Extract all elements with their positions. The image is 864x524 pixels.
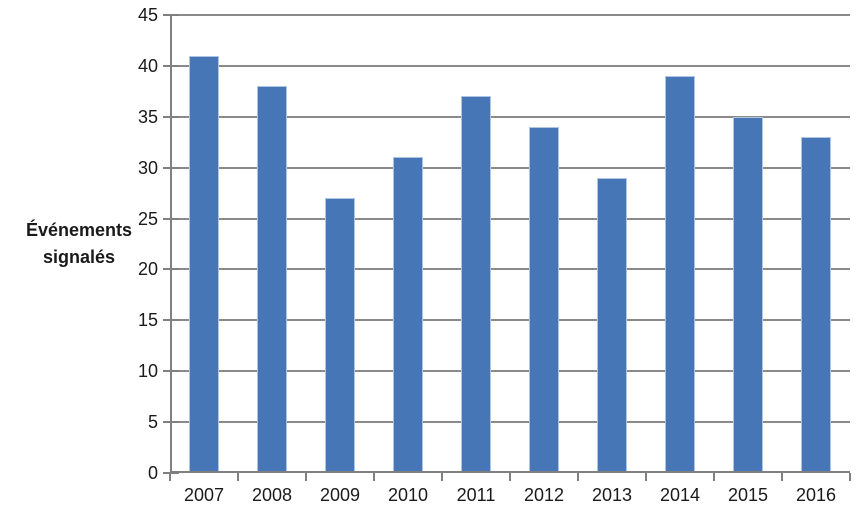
y-tick-label-25: 25 <box>137 208 158 229</box>
x-tick-label-2015: 2015 <box>727 485 769 505</box>
y-tick-mark-0 <box>163 472 179 474</box>
y-tick-label-40: 40 <box>137 55 158 76</box>
y-tick-mark-10 <box>163 370 179 373</box>
x-tick-label-2009: 2009 <box>319 485 361 505</box>
x-tick-label-2016: 2016 <box>795 485 837 505</box>
y-tick-label-5: 5 <box>147 412 158 433</box>
y-tick-mark-30 <box>163 166 179 169</box>
y-tick-mark-40 <box>163 64 179 67</box>
x-tick-mark-4 <box>441 473 443 481</box>
y-tick-mark-20 <box>163 268 179 271</box>
y-tick-label-10: 10 <box>137 361 158 382</box>
y-tick-mark-25 <box>163 217 179 220</box>
gridline-y-20 <box>172 268 850 271</box>
x-tick-mark-1 <box>237 473 239 481</box>
x-tick-label-2014: 2014 <box>659 485 701 505</box>
bar-2007 <box>189 55 219 471</box>
y-tick-label-15: 15 <box>137 310 158 331</box>
x-tick-mark-5 <box>509 473 511 481</box>
bar-2014 <box>665 76 695 471</box>
bar-2013 <box>597 177 627 471</box>
gridline-y-15 <box>172 319 850 322</box>
y-tick-label-0: 0 <box>147 463 158 483</box>
x-tick-mark-2 <box>305 473 307 481</box>
gridline-y-10 <box>172 370 850 373</box>
x-tick-label-2013: 2013 <box>591 485 633 505</box>
x-tick-mark-9 <box>781 473 783 481</box>
x-tick-mark-3 <box>373 473 375 481</box>
bar-2008 <box>257 86 287 471</box>
x-tick-label-2011: 2011 <box>456 485 496 505</box>
y-tick-mark-35 <box>163 115 179 118</box>
y-tick-label-30: 30 <box>137 157 158 178</box>
x-tick-mark-8 <box>713 473 715 481</box>
y-tick-mark-15 <box>163 319 179 322</box>
gridline-y-35 <box>172 115 850 118</box>
x-tick-mark-0 <box>169 473 171 481</box>
gridline-y-5 <box>172 421 850 424</box>
bar-2011 <box>461 96 491 471</box>
y-tick-label-35: 35 <box>137 106 158 127</box>
y-tick-label-45: 45 <box>137 5 158 25</box>
x-tick-mark-10 <box>849 473 851 481</box>
y-axis-title: Événements signalés <box>25 220 133 267</box>
y-tick-label-20: 20 <box>137 259 158 280</box>
x-tick-label-2010: 2010 <box>387 485 429 505</box>
x-tick-label-2012: 2012 <box>523 485 565 505</box>
gridline-y-30 <box>172 166 850 169</box>
bar-2016 <box>801 137 831 471</box>
y-tick-mark-45 <box>163 14 179 16</box>
gridline-y-40 <box>172 64 850 67</box>
gridline-y-45 <box>172 14 850 16</box>
x-tick-mark-6 <box>577 473 579 481</box>
x-tick-label-2007: 2007 <box>183 485 225 505</box>
bar-2012 <box>529 126 559 471</box>
gridline-y-25 <box>172 217 850 220</box>
bar-2009 <box>325 198 355 471</box>
bar-2010 <box>393 157 423 471</box>
x-tick-label-2008: 2008 <box>251 485 293 505</box>
y-tick-mark-5 <box>163 421 179 424</box>
bar-2015 <box>733 116 763 471</box>
plot-area <box>170 15 850 473</box>
x-tick-mark-7 <box>645 473 647 481</box>
